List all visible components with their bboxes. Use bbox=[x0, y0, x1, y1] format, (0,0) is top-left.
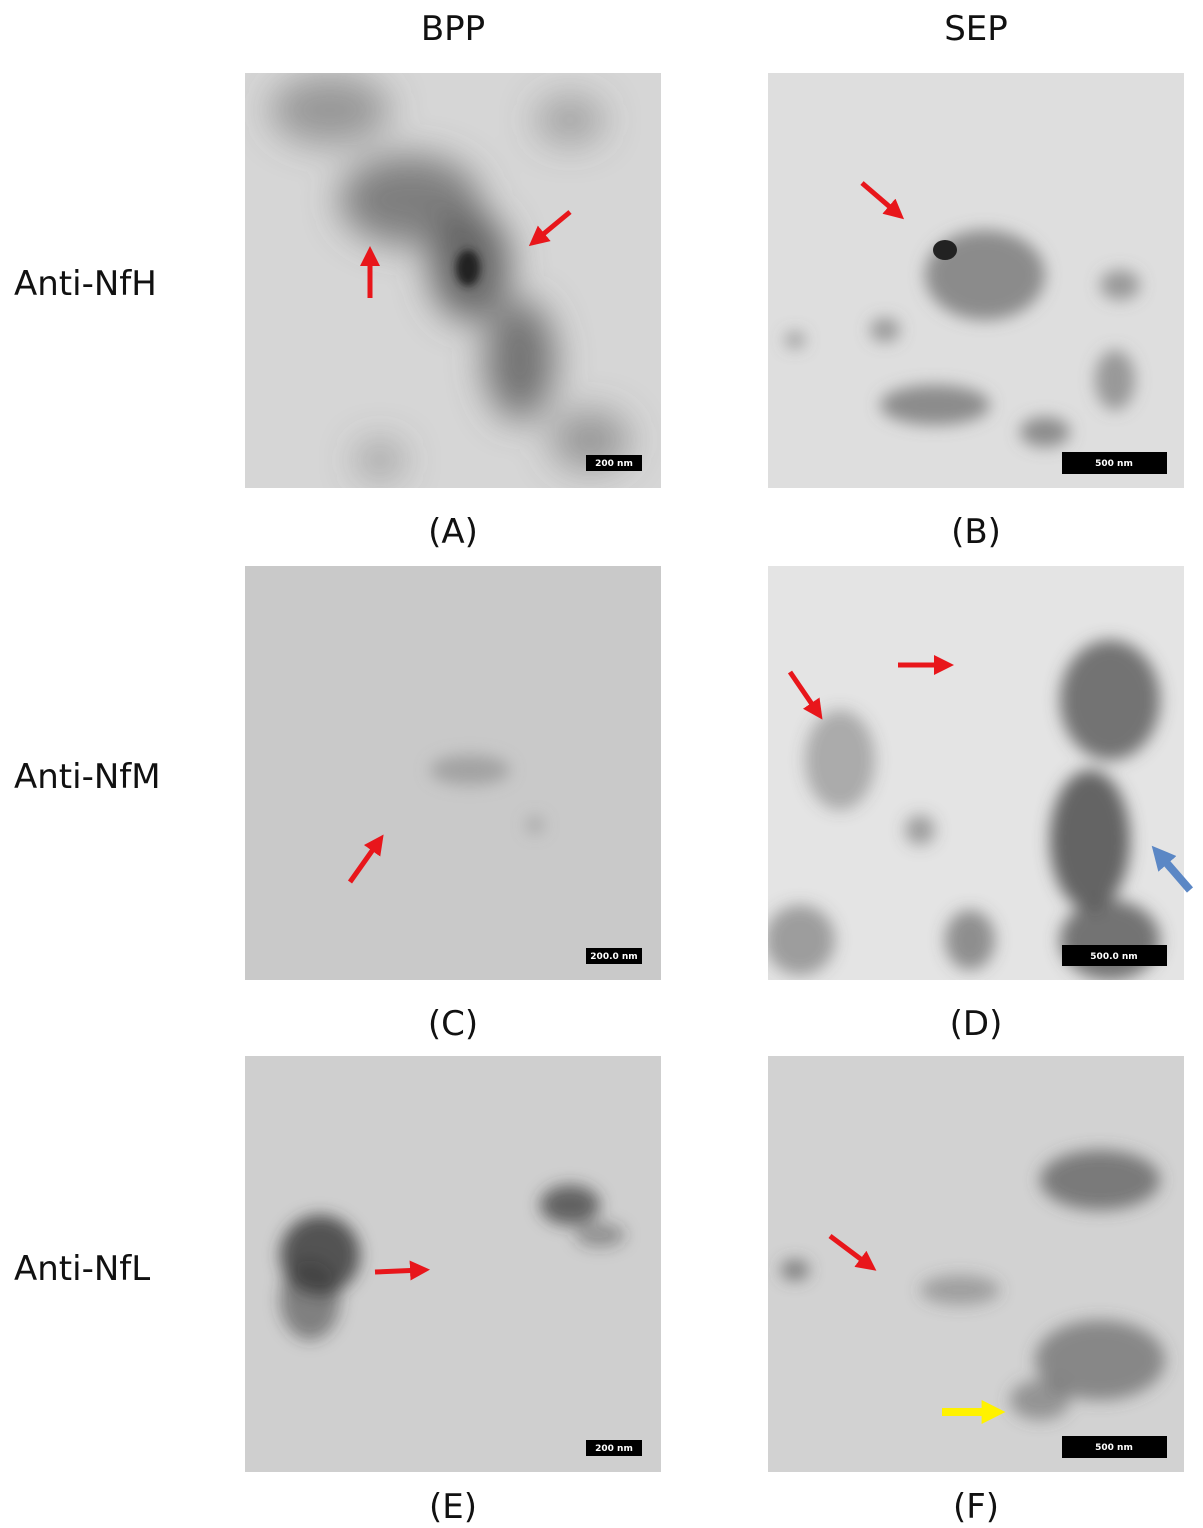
panel-label: (B) bbox=[951, 512, 1001, 552]
row-label: Anti-NfM bbox=[14, 757, 161, 797]
arrow bbox=[375, 1270, 422, 1272]
scale-bar-text: 500.0 nm bbox=[1090, 952, 1137, 962]
scale-bar-text: 200.0 nm bbox=[590, 952, 637, 962]
column-header: BPP bbox=[421, 9, 485, 49]
panel-label: (F) bbox=[953, 1487, 999, 1527]
panel-label: (E) bbox=[429, 1487, 477, 1527]
figure: BPP SEP Anti-NfH Anti-NfM Anti-NfL 200 n… bbox=[0, 0, 1203, 1528]
panel-label: (A) bbox=[428, 512, 478, 552]
micrograph bbox=[768, 73, 1184, 488]
scale-bar-text: 200 nm bbox=[595, 459, 633, 469]
scale-bar-text: 200 nm bbox=[595, 1444, 633, 1454]
column-header: SEP bbox=[944, 9, 1008, 49]
micrograph bbox=[245, 566, 661, 980]
row-label: Anti-NfL bbox=[14, 1249, 150, 1289]
panel-label: (C) bbox=[428, 1004, 478, 1044]
scale-bar-text: 500 nm bbox=[1095, 1443, 1133, 1453]
micrograph bbox=[245, 73, 661, 488]
row-label: Anti-NfH bbox=[14, 264, 157, 304]
micrograph bbox=[765, 566, 1184, 980]
scale-bar-text: 500 nm bbox=[1095, 459, 1133, 469]
panel-label: (D) bbox=[950, 1004, 1003, 1044]
micrograph bbox=[245, 1056, 661, 1472]
